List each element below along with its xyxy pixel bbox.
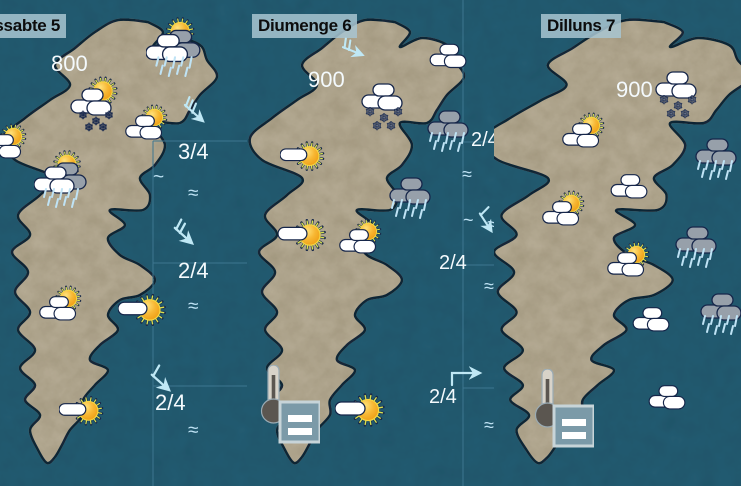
svg-text:800: 800: [51, 51, 88, 76]
svg-text:~: ~: [153, 167, 164, 188]
svg-text:≈: ≈: [188, 296, 198, 317]
svg-text:≈: ≈: [484, 415, 494, 435]
svg-text:≈: ≈: [484, 276, 494, 296]
svg-text:≈: ≈: [487, 214, 494, 234]
svg-text:900: 900: [616, 77, 653, 102]
svg-text:≈: ≈: [188, 420, 198, 441]
svg-text:2/4: 2/4: [439, 252, 467, 274]
svg-text:≈: ≈: [462, 164, 472, 184]
svg-text:~: ~: [463, 210, 474, 230]
svg-text:2/4: 2/4: [429, 386, 457, 408]
svg-text:2/4: 2/4: [155, 390, 186, 415]
svg-text:2/4: 2/4: [471, 129, 494, 151]
svg-text:3/4: 3/4: [178, 139, 209, 164]
svg-text:900: 900: [308, 67, 345, 92]
svg-text:2/4: 2/4: [178, 258, 209, 283]
svg-text:≈: ≈: [188, 183, 198, 204]
